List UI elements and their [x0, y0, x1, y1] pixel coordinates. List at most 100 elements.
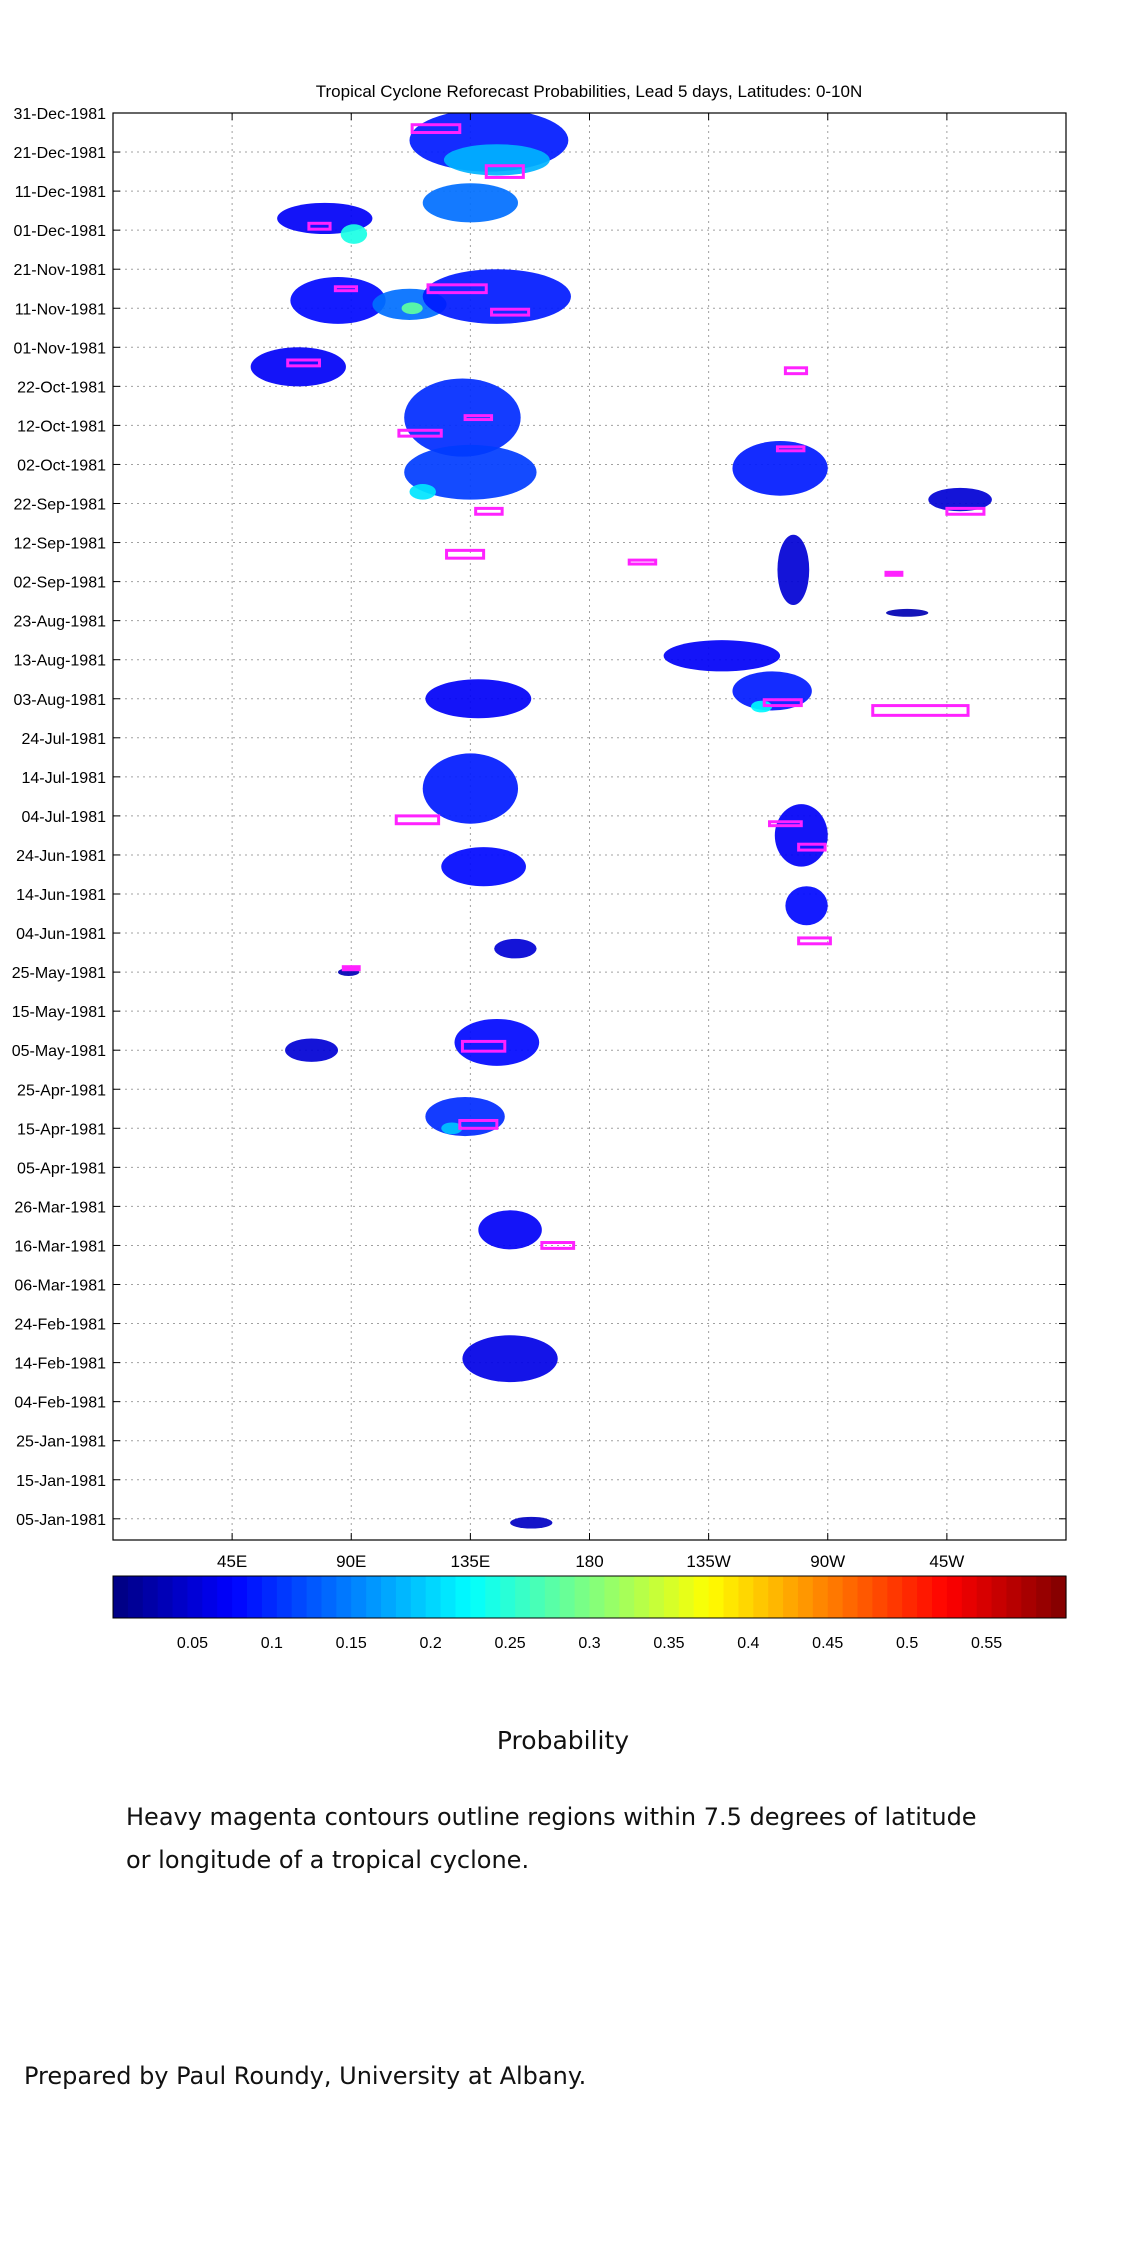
colorbar-swatch — [232, 1576, 248, 1618]
probability-region — [885, 608, 929, 617]
credit-line: Prepared by Paul Roundy, University at A… — [24, 2062, 587, 2090]
colorbar-swatch — [663, 1576, 680, 1618]
cyclone-contour — [410, 123, 462, 135]
probability-region — [441, 1122, 463, 1135]
cyclone-contour — [474, 506, 504, 516]
colorbar-swatch — [113, 1576, 129, 1618]
colorbar-swatch — [425, 1576, 442, 1618]
cyclone-contour — [341, 965, 361, 972]
colorbar-swatch — [410, 1576, 427, 1618]
x-axis-ticks: 45E 90E 135E 180 135W 90W 45W — [217, 113, 964, 1571]
cyclone-contour — [797, 936, 832, 946]
colorbar-swatch — [217, 1576, 233, 1618]
colorbar-swatch — [887, 1576, 903, 1618]
colorbar-swatch — [872, 1576, 888, 1618]
y-tick-label: 21-Nov-1981 — [14, 262, 107, 279]
colorbar-swatch — [812, 1576, 829, 1618]
probability-region — [462, 1335, 558, 1383]
colorbar-swatch — [381, 1576, 397, 1618]
cyclone-contour — [871, 704, 970, 717]
probability-region — [404, 444, 537, 500]
colorbar-swatch — [589, 1576, 605, 1618]
y-tick-label: 05-May-1981 — [12, 1043, 106, 1060]
colorbar-swatch — [529, 1576, 546, 1618]
y-tick-label: 04-Jun-1981 — [16, 926, 106, 943]
colorbar-swatch — [455, 1576, 471, 1618]
probability-region — [404, 378, 521, 457]
y-tick-label: 12-Sep-1981 — [13, 536, 106, 553]
cyclone-contour — [775, 445, 806, 453]
colorbar-tick-label: 0.4 — [737, 1635, 759, 1652]
cyclone-contour — [397, 428, 443, 438]
probability-region — [425, 679, 532, 719]
y-tick-label: 02-Oct-1981 — [17, 457, 106, 474]
y-tick-label: 03-Aug-1981 — [13, 692, 106, 709]
colorbar-swatch — [634, 1576, 650, 1618]
cyclone-contours — [286, 123, 986, 1250]
cyclone-contour — [490, 307, 531, 317]
colorbar-swatch — [559, 1576, 576, 1618]
cyclone-contour — [768, 820, 803, 828]
contour-note-line-2: or longitude of a tropical cyclone. — [126, 1846, 530, 1874]
probability-region — [422, 269, 571, 324]
colorbar-swatch — [902, 1576, 918, 1618]
cyclone-contour — [627, 558, 658, 566]
y-tick-label: 24-Feb-1981 — [14, 1317, 106, 1334]
colorbar-swatch — [678, 1576, 695, 1618]
y-tick-label: 25-Apr-1981 — [17, 1082, 106, 1099]
x-tick-label: 45E — [217, 1552, 247, 1571]
colorbar-ticks: 0.05 0.1 0.15 0.2 0.25 0.3 0.35 0.4 0.45 0.5 0.55 — [177, 1635, 1002, 1652]
probability-region — [750, 700, 773, 713]
cyclone-contour — [540, 1241, 576, 1250]
colorbar-tick-label: 0.35 — [653, 1635, 684, 1652]
colorbar-tick-label: 0.55 — [971, 1635, 1002, 1652]
cyclone-contour — [333, 285, 359, 293]
probability-region — [494, 938, 537, 959]
colorbar-swatch — [604, 1576, 620, 1618]
colorbar-swatch — [172, 1576, 189, 1618]
x-tick-label: 180 — [575, 1552, 603, 1571]
cyclone-contour — [307, 221, 332, 231]
probability-region — [409, 483, 436, 500]
y-tick-label: 15-Apr-1981 — [17, 1121, 106, 1138]
probability-region — [774, 804, 828, 867]
y-tick-label: 21-Dec-1981 — [14, 145, 107, 162]
y-tick-label: 25-Jan-1981 — [16, 1434, 106, 1451]
colorbar-swatch — [1036, 1576, 1052, 1618]
colorbar-swatch — [202, 1576, 218, 1618]
colorbar-swatch — [142, 1576, 159, 1618]
colorbar-tick-label: 0.5 — [896, 1635, 918, 1652]
x-tick-label: 135W — [686, 1552, 730, 1571]
colorbar-swatch — [768, 1576, 784, 1618]
y-tick-label: 01-Dec-1981 — [14, 223, 107, 240]
colorbar-swatch — [544, 1576, 561, 1618]
colorbar-swatch — [351, 1576, 367, 1618]
colorbar-tick-label: 0.45 — [812, 1635, 843, 1652]
probability-region — [340, 224, 368, 244]
cyclone-contour — [445, 548, 486, 560]
x-tick-label: 90E — [336, 1552, 366, 1571]
probability-region — [732, 441, 828, 496]
colorbar-swatch — [440, 1576, 457, 1618]
colorbar-swatch — [619, 1576, 635, 1618]
x-tick-label: 90W — [810, 1552, 845, 1571]
colorbar-swatch — [1006, 1576, 1022, 1618]
y-tick-label: 15-Jan-1981 — [16, 1473, 106, 1490]
colorbar-swatch — [1021, 1576, 1037, 1618]
colorbar-swatch — [574, 1576, 591, 1618]
y-tick-label: 22-Sep-1981 — [13, 497, 106, 514]
y-axis-ticks: 31-Dec-1981 21-Dec-1981 11-Dec-1981 01-Dec-… — [12, 106, 1066, 1529]
y-tick-label: 01-Nov-1981 — [14, 340, 107, 357]
probability-region — [285, 1038, 339, 1062]
colorbar-swatch — [961, 1576, 978, 1618]
colorbar-swatch — [127, 1576, 144, 1618]
colorbar-swatch — [797, 1576, 814, 1618]
probability-region — [441, 847, 526, 887]
colorbar-swatch — [261, 1576, 278, 1618]
colorbar-tick-label: 0.2 — [420, 1635, 442, 1652]
grid-lines — [113, 112, 1066, 1540]
colorbar-swatch — [649, 1576, 665, 1618]
y-tick-label: 05-Apr-1981 — [17, 1160, 106, 1177]
probability-region — [425, 1097, 505, 1137]
